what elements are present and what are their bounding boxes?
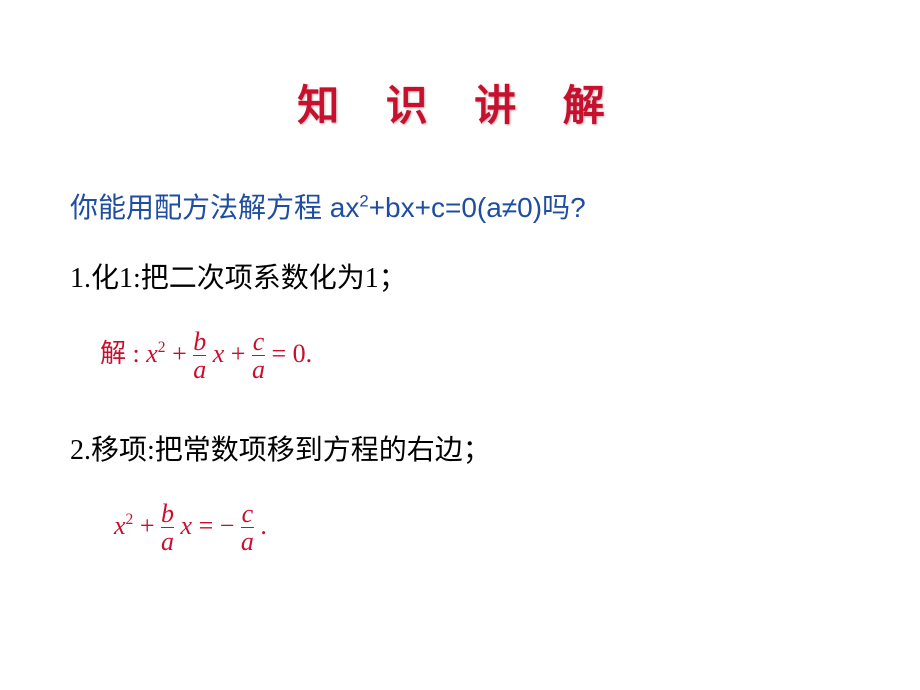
f2-plus1: + (140, 511, 155, 540)
f2-frac1-den: a (161, 527, 174, 555)
f1-eq: = 0. (271, 339, 312, 368)
f1-plus2: + (231, 339, 246, 368)
f1-x: x (146, 339, 158, 368)
f1-mid: x (213, 339, 225, 368)
step-1: 1.化1:把二次项系数化为1； (70, 256, 407, 296)
f2-dot: . (260, 511, 267, 540)
f1-frac1-den: a (193, 355, 206, 383)
question-pre: 你能用配方法解方程 ax (70, 192, 359, 223)
question-line: 你能用配方法解方程 ax2+bx+c=0(a≠0)吗? (70, 186, 586, 226)
f2-frac1: b a (161, 500, 174, 556)
f2-frac2: c a (241, 500, 254, 556)
title-text: 知 识 讲 解 (297, 84, 623, 130)
f2-eq: = − (199, 511, 235, 540)
f2-frac2-den: a (241, 527, 254, 555)
f2-frac1-num: b (161, 500, 174, 527)
f1-frac2-num: c (252, 328, 265, 355)
step2-text: 2.移项:把常数项移到方程的右边； (70, 435, 491, 466)
f1-prefix: 解 : (100, 339, 140, 368)
f2-sup: 2 (126, 511, 134, 528)
f1-frac1: b a (193, 328, 206, 384)
step1-text: 1.化1:把二次项系数化为1； (70, 263, 407, 294)
question-sup: 2 (359, 192, 368, 211)
formula-1: 解 : x2 + b a x + c a = 0. (100, 328, 312, 384)
f1-frac2: c a (252, 328, 265, 384)
f1-sup: 2 (158, 339, 166, 356)
f1-frac2-den: a (252, 355, 265, 383)
f1-frac1-num: b (193, 328, 206, 355)
f2-mid: x (181, 511, 193, 540)
step-2: 2.移项:把常数项移到方程的右边； (70, 428, 491, 468)
f1-plus1: + (172, 339, 187, 368)
question-post: +bx+c=0(a≠0)吗? (369, 192, 586, 223)
f2-x: x (114, 511, 126, 540)
formula-2: x2 + b a x = − c a . (114, 500, 267, 556)
slide-title: 知 识 讲 解 (0, 72, 920, 133)
f2-frac2-num: c (241, 500, 254, 527)
